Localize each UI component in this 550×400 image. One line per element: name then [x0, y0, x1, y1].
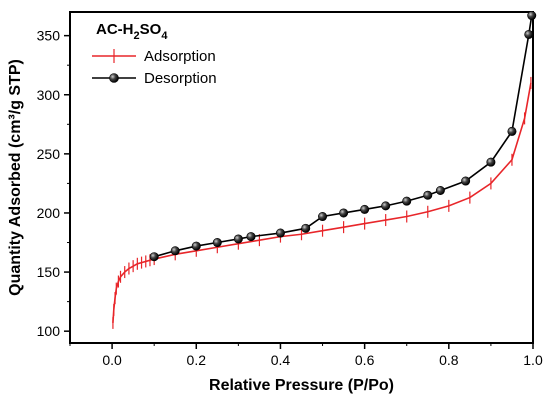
- legend: AC-H2SO4 Adsorption Desorption: [92, 21, 217, 87]
- series-adsorption: [112, 76, 532, 329]
- x-tick-label: 0.6: [355, 352, 375, 368]
- y-tick-label: 200: [37, 205, 61, 221]
- desorption-point: [233, 234, 243, 244]
- desorption-point: [301, 223, 311, 233]
- legend-title-main: AC-H: [96, 21, 134, 38]
- y-tick-label: 250: [37, 146, 61, 162]
- legend-item-desorption: Desorption: [92, 70, 217, 87]
- desorption-point: [275, 228, 285, 238]
- legend-title-sub-4: 4: [161, 30, 168, 42]
- desorption-point: [149, 252, 159, 262]
- legend-label-adsorption: Adsorption: [144, 48, 216, 65]
- legend-title-mid: SO: [140, 21, 162, 38]
- legend-items: Adsorption Desorption: [92, 48, 217, 87]
- plot-frame: [69, 11, 534, 344]
- desorption-point: [527, 11, 537, 21]
- legend-title-sub-2: 2: [134, 30, 140, 42]
- legend-item-adsorption: Adsorption: [92, 48, 216, 65]
- desorption-point: [212, 238, 222, 248]
- legend-label-desorption: Desorption: [144, 70, 217, 87]
- desorption-point: [524, 29, 534, 39]
- series-layer: [112, 11, 537, 329]
- legend-title: AC-H2SO4: [96, 21, 168, 42]
- x-tick-label: 0.8: [439, 352, 459, 368]
- x-axis: 0.0 0.2 0.4 0.6 0.8 1.0: [69, 343, 543, 368]
- x-tick-label: 0.2: [187, 352, 207, 368]
- desorption-point: [191, 241, 201, 251]
- series-desorption: [149, 11, 537, 262]
- desorption-point: [318, 212, 328, 222]
- x-tick-label: 0.0: [102, 352, 122, 368]
- desorption-point: [339, 208, 349, 218]
- y-axis: 100 150 200 250 300 350: [37, 28, 70, 339]
- y-tick-label: 300: [37, 87, 61, 103]
- desorption-point: [381, 201, 391, 211]
- plot-area: 0.0 0.2 0.4 0.6 0.8 1.0 100 150 200 250 300 350: [37, 11, 543, 368]
- y-tick-label: 350: [37, 28, 61, 44]
- legend-marker-desorption: [109, 73, 119, 83]
- desorption-point: [435, 186, 445, 196]
- x-tick-label: 0.4: [271, 352, 291, 368]
- y-axis-title: Quantity Adsorbed (cm³/g STP): [7, 59, 24, 296]
- desorption-point: [246, 232, 256, 242]
- x-axis-title: Relative Pressure (P/Po): [209, 377, 394, 394]
- desorption-point: [402, 196, 412, 206]
- x-tick-label: 1.0: [523, 352, 543, 368]
- y-tick-label: 150: [37, 264, 61, 280]
- desorption-point: [360, 204, 370, 214]
- desorption-point: [461, 176, 471, 186]
- desorption-point: [423, 190, 433, 200]
- desorption-point: [486, 157, 496, 167]
- desorption-point: [507, 126, 517, 136]
- desorption-point: [170, 246, 180, 256]
- y-tick-label: 100: [37, 323, 61, 339]
